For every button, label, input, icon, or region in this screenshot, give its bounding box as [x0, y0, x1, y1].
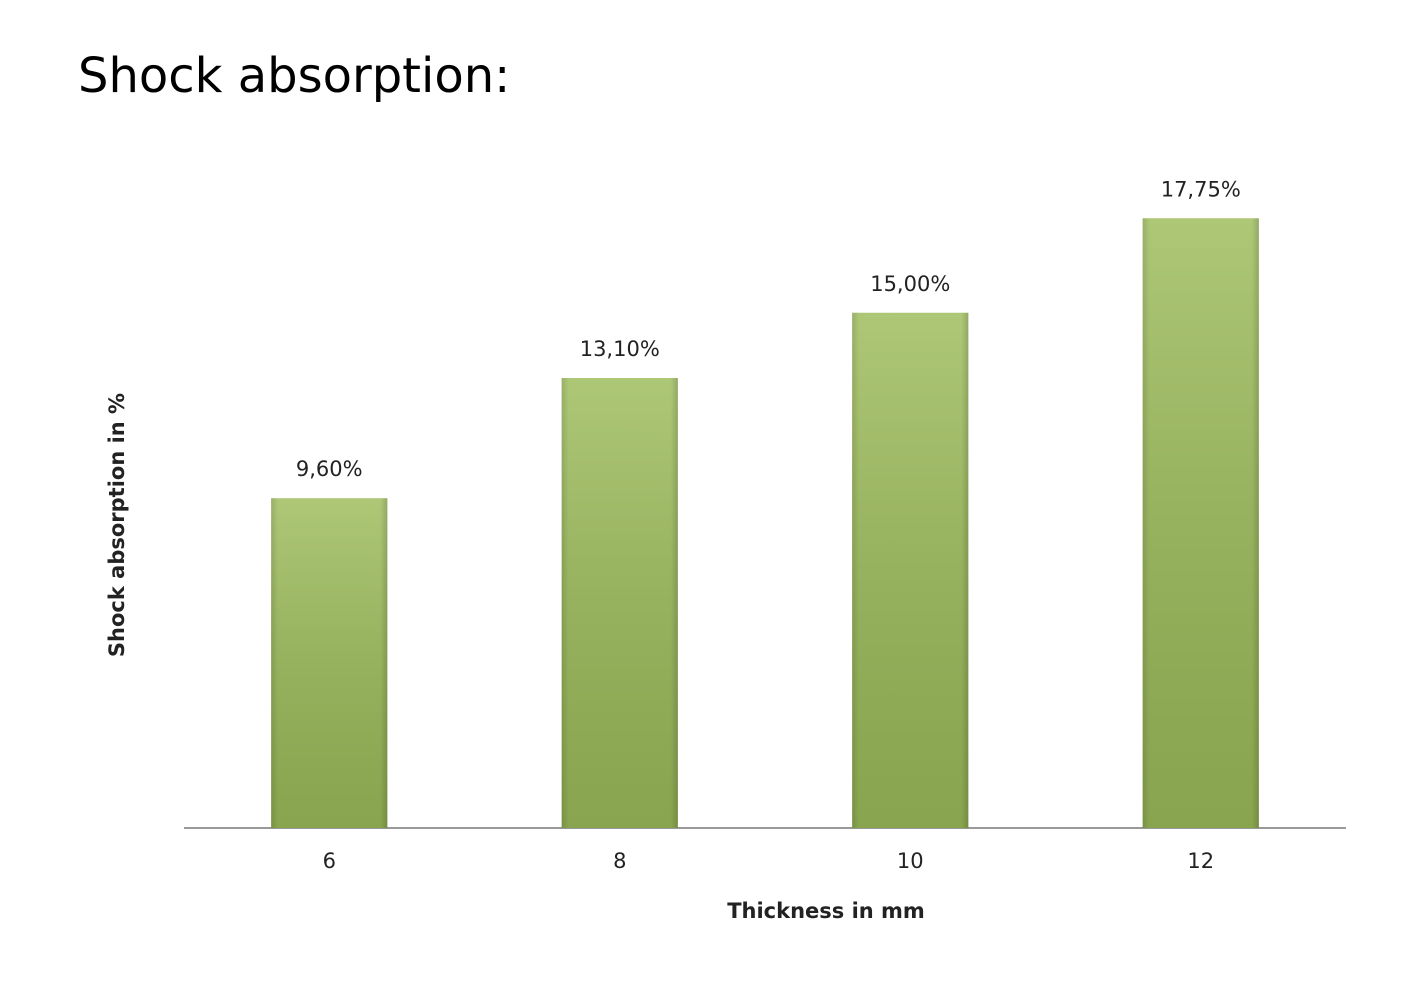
data-label: 15,00%	[870, 272, 950, 296]
bar-edge	[1142, 218, 1259, 829]
chart-title: Shock absorption:	[78, 48, 510, 104]
data-label: 17,75%	[1161, 177, 1241, 201]
y-axis-label: Shock absorption in %	[105, 393, 129, 657]
x-tick-label: 6	[323, 849, 336, 873]
x-axis-label: Thickness in mm	[727, 899, 925, 923]
bar-edge	[271, 498, 388, 828]
x-tick-label: 10	[897, 849, 924, 873]
data-label: 9,60%	[296, 457, 363, 481]
bar-edge	[852, 312, 969, 828]
bar-edge	[561, 378, 678, 828]
x-tick-label: 12	[1187, 849, 1214, 873]
data-label: 13,10%	[580, 337, 660, 361]
x-tick-label: 8	[613, 849, 626, 873]
